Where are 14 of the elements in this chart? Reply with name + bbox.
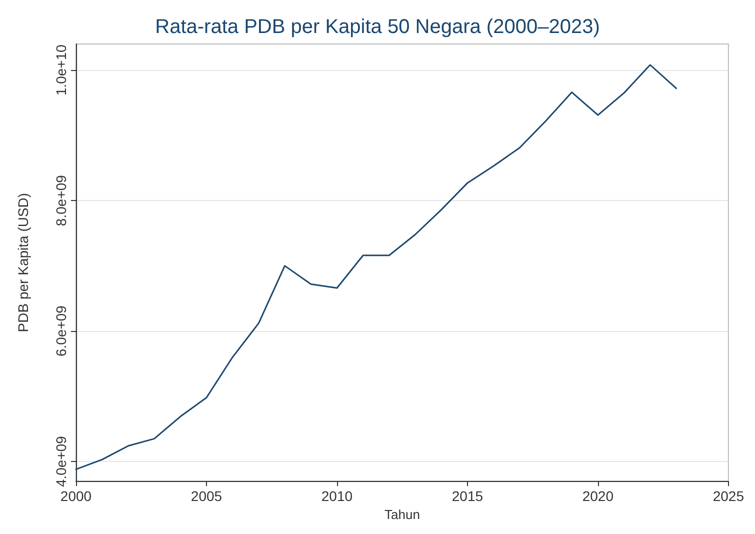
x-tick-label: 2025 [712,488,744,504]
y-tick-label: 6.0e+09 [53,305,69,357]
x-tick-label: 2015 [452,488,484,504]
x-tick-label: 2010 [321,488,353,504]
y-axis-title: PDB per Kapita (USD) [15,192,31,332]
y-tick-label: 1.0e+10 [53,44,69,96]
y-tick-label: 8.0e+09 [53,174,69,226]
x-tick-label: 2000 [60,488,92,504]
x-axis-title: Tahun [384,507,420,522]
chart-title: Rata-rata PDB per Kapita 50 Negara (2000–2023) [155,16,600,38]
line-series [75,64,677,470]
x-tick-label: 2005 [190,488,222,504]
x-tick-label: 2020 [582,488,614,504]
y-tick-label: 4.0e+09 [53,436,69,488]
